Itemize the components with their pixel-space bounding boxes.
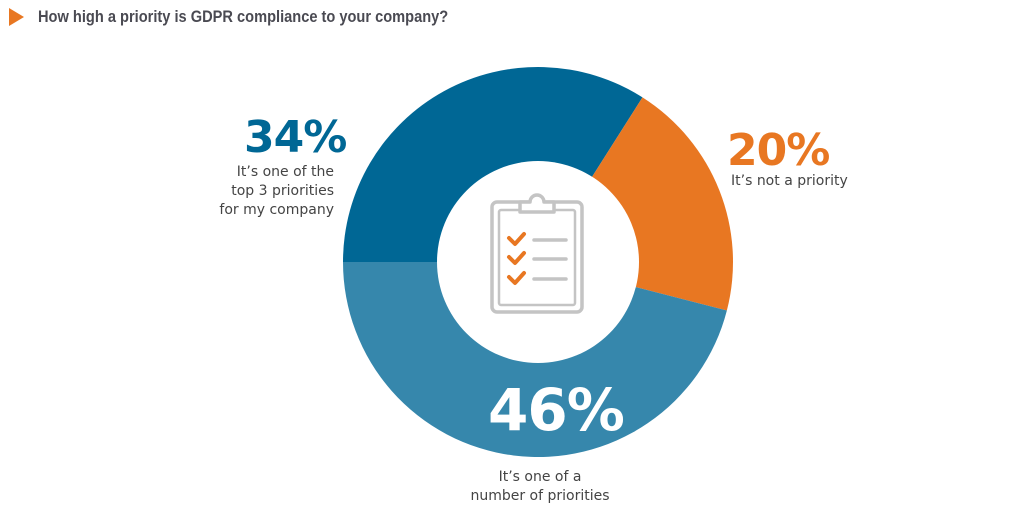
label-line: It’s one of a — [498, 469, 582, 485]
label-line: It’s one of the — [236, 164, 334, 180]
slice-label-number-of: It’s one of a number of priorities — [440, 468, 640, 506]
label-line: for my company — [219, 202, 334, 218]
label-line: It’s not a priority — [731, 173, 848, 189]
slice-pct-label-number-of: 46% — [488, 376, 625, 444]
title-row: How high a priority is GDPR compliance t… — [9, 7, 515, 27]
triangle-bullet-icon — [9, 8, 24, 26]
slice-label-top3: It’s one of the top 3 priorities for my … — [219, 163, 334, 220]
chart-title: How high a priority is GDPR compliance t… — [38, 7, 449, 26]
slice-pct-label-top3: 34% — [244, 112, 347, 163]
slice-pct-label-not-priority: 20% — [727, 125, 830, 176]
clipboard-checklist-icon — [490, 193, 584, 314]
slice-label-not-priority: It’s not a priority — [731, 172, 848, 191]
label-line: top 3 priorities — [231, 183, 334, 199]
donut-hole — [437, 161, 639, 363]
label-line: number of priorities — [470, 488, 610, 504]
